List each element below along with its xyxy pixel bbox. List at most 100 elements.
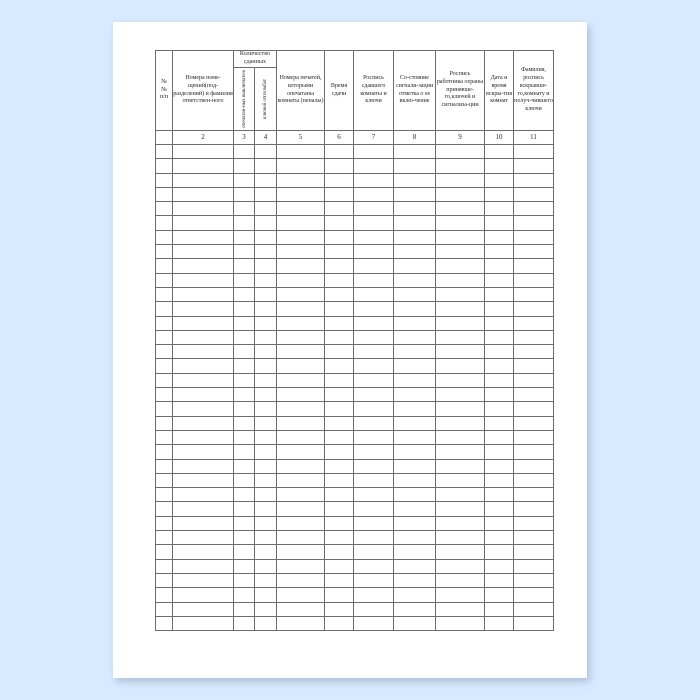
table-cell[interactable] — [254, 158, 277, 174]
table-cell[interactable] — [353, 172, 394, 188]
table-cell[interactable] — [435, 143, 485, 160]
table-cell[interactable] — [353, 229, 394, 246]
table-cell[interactable] — [276, 429, 325, 446]
table-cell[interactable] — [276, 444, 325, 460]
table-cell[interactable] — [233, 315, 255, 331]
table-cell[interactable] — [155, 458, 173, 474]
table-cell[interactable] — [484, 286, 514, 303]
table-cell[interactable] — [233, 472, 255, 489]
table-cell[interactable] — [324, 444, 354, 460]
table-cell[interactable] — [233, 172, 255, 188]
table-cell[interactable] — [393, 372, 436, 389]
table-cell[interactable] — [233, 415, 255, 431]
table-cell[interactable] — [393, 472, 436, 489]
table-cell[interactable] — [353, 215, 394, 231]
table-cell[interactable] — [324, 258, 354, 274]
table-cell[interactable] — [513, 172, 554, 188]
table-cell[interactable] — [155, 387, 173, 403]
table-cell[interactable] — [172, 301, 234, 317]
table-cell[interactable] — [155, 143, 173, 160]
table-cell[interactable] — [393, 387, 436, 403]
table-cell[interactable] — [484, 158, 514, 174]
table-cell[interactable] — [172, 372, 234, 389]
table-cell[interactable] — [324, 544, 354, 560]
table-cell[interactable] — [353, 572, 394, 589]
table-row[interactable] — [155, 429, 554, 446]
table-cell[interactable] — [254, 244, 277, 260]
table-cell[interactable] — [155, 515, 173, 532]
table-cell[interactable] — [254, 258, 277, 274]
table-cell[interactable] — [513, 401, 554, 417]
table-cell[interactable] — [484, 558, 514, 574]
table-cell[interactable] — [484, 615, 514, 632]
table-cell[interactable] — [155, 358, 173, 374]
table-cell[interactable] — [172, 358, 234, 374]
table-cell[interactable] — [172, 530, 234, 546]
table-cell[interactable] — [233, 329, 255, 346]
table-cell[interactable] — [233, 572, 255, 589]
table-row[interactable] — [155, 186, 554, 203]
table-cell[interactable] — [254, 601, 277, 617]
table-cell[interactable] — [155, 286, 173, 303]
table-cell[interactable] — [393, 158, 436, 174]
table-cell[interactable] — [353, 472, 394, 489]
table-cell[interactable] — [254, 429, 277, 446]
table-cell[interactable] — [254, 329, 277, 346]
table-cell[interactable] — [276, 615, 325, 632]
table-cell[interactable] — [393, 344, 436, 360]
table-cell[interactable] — [435, 244, 485, 260]
table-cell[interactable] — [172, 286, 234, 303]
table-cell[interactable] — [513, 344, 554, 360]
table-cell[interactable] — [484, 272, 514, 288]
table-row[interactable] — [155, 472, 554, 489]
table-cell[interactable] — [254, 143, 277, 160]
table-cell[interactable] — [513, 458, 554, 474]
table-cell[interactable] — [155, 544, 173, 560]
table-cell[interactable] — [513, 258, 554, 274]
table-cell[interactable] — [276, 458, 325, 474]
table-cell[interactable] — [393, 615, 436, 632]
table-cell[interactable] — [513, 415, 554, 431]
table-cell[interactable] — [513, 329, 554, 346]
table-cell[interactable] — [484, 372, 514, 389]
table-row[interactable] — [155, 315, 554, 331]
table-cell[interactable] — [324, 344, 354, 360]
table-cell[interactable] — [393, 301, 436, 317]
table-cell[interactable] — [513, 215, 554, 231]
table-cell[interactable] — [324, 429, 354, 446]
table-cell[interactable] — [155, 301, 173, 317]
table-cell[interactable] — [172, 186, 234, 203]
table-cell[interactable] — [353, 558, 394, 574]
table-cell[interactable] — [393, 258, 436, 274]
table-row[interactable] — [155, 572, 554, 589]
table-cell[interactable] — [254, 415, 277, 431]
table-cell[interactable] — [155, 158, 173, 174]
table-cell[interactable] — [324, 315, 354, 331]
table-cell[interactable] — [254, 286, 277, 303]
table-row[interactable] — [155, 387, 554, 403]
table-cell[interactable] — [435, 558, 485, 574]
table-cell[interactable] — [254, 215, 277, 231]
table-cell[interactable] — [155, 601, 173, 617]
table-cell[interactable] — [393, 572, 436, 589]
table-cell[interactable] — [484, 444, 514, 460]
table-cell[interactable] — [172, 429, 234, 446]
table-row[interactable] — [155, 215, 554, 231]
table-cell[interactable] — [254, 372, 277, 389]
table-cell[interactable] — [513, 158, 554, 174]
table-cell[interactable] — [513, 472, 554, 489]
table-cell[interactable] — [393, 558, 436, 574]
table-cell[interactable] — [276, 472, 325, 489]
table-cell[interactable] — [172, 415, 234, 431]
table-cell[interactable] — [276, 272, 325, 288]
table-cell[interactable] — [353, 587, 394, 603]
table-cell[interactable] — [324, 458, 354, 474]
table-cell[interactable] — [276, 344, 325, 360]
table-cell[interactable] — [513, 558, 554, 574]
table-cell[interactable] — [484, 358, 514, 374]
table-cell[interactable] — [254, 472, 277, 489]
table-cell[interactable] — [513, 372, 554, 389]
table-cell[interactable] — [172, 215, 234, 231]
table-cell[interactable] — [155, 572, 173, 589]
table-cell[interactable] — [155, 201, 173, 217]
